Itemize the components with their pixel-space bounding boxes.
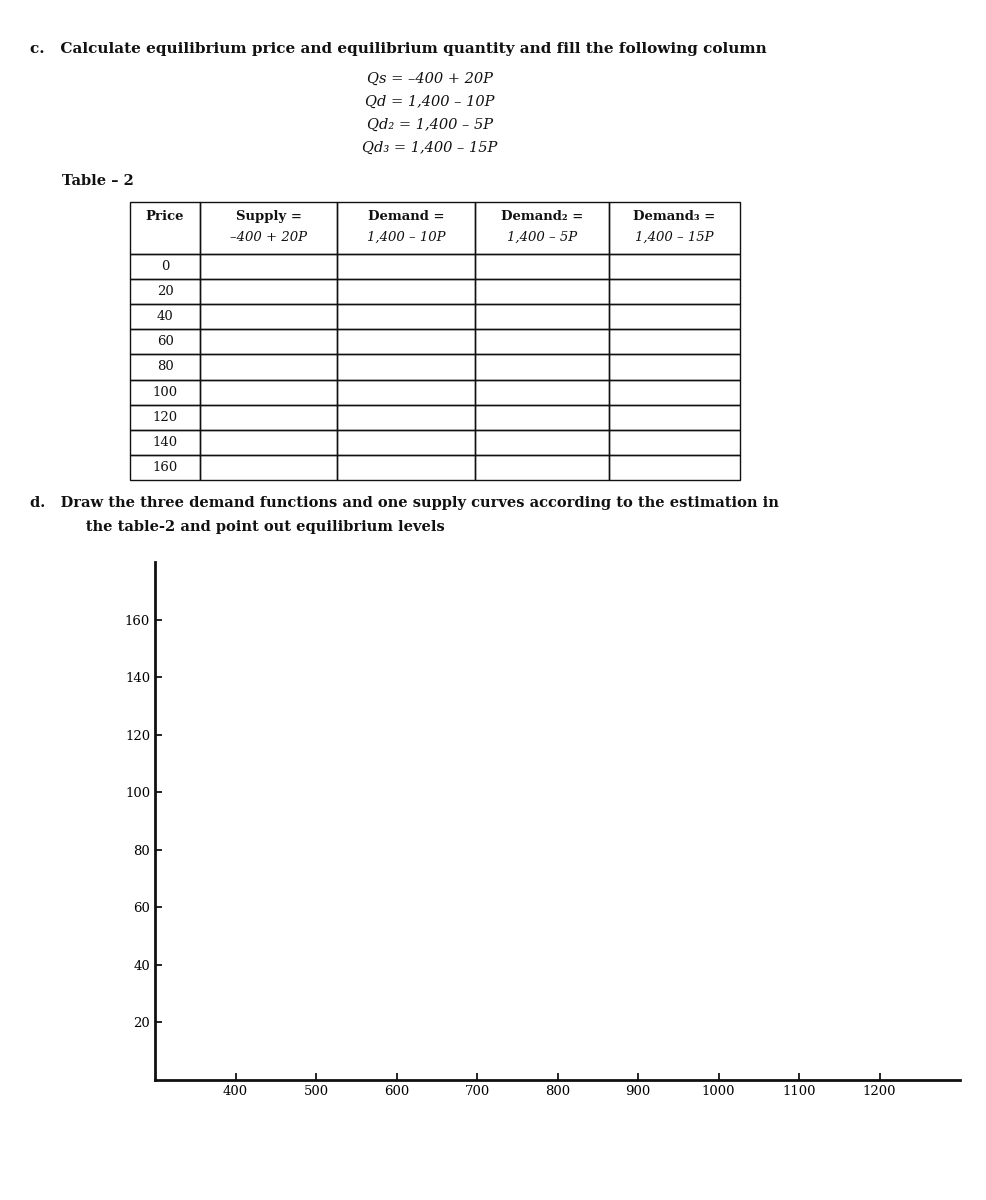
- Bar: [130, 430, 200, 455]
- Bar: [608, 354, 740, 379]
- Bar: [200, 280, 337, 305]
- Bar: [337, 305, 474, 329]
- Text: 80: 80: [157, 360, 174, 373]
- Text: Demand₃ =: Demand₃ =: [633, 210, 716, 223]
- Bar: [130, 280, 200, 305]
- Text: Supply =: Supply =: [236, 210, 302, 223]
- Bar: [608, 379, 740, 404]
- Bar: [474, 430, 608, 455]
- Text: Price: Price: [146, 210, 184, 223]
- Bar: [337, 254, 474, 280]
- Bar: [337, 455, 474, 480]
- Text: 40: 40: [157, 311, 174, 323]
- Text: Qs = –400 + 20P: Qs = –400 + 20P: [367, 72, 493, 86]
- Bar: [130, 254, 200, 280]
- Bar: [608, 329, 740, 354]
- Bar: [130, 329, 200, 354]
- Bar: [130, 379, 200, 404]
- Bar: [337, 329, 474, 354]
- Bar: [130, 202, 200, 254]
- Text: 160: 160: [153, 461, 177, 474]
- Bar: [474, 329, 608, 354]
- Bar: [474, 202, 608, 254]
- Bar: [337, 379, 474, 404]
- Bar: [200, 430, 337, 455]
- Bar: [608, 455, 740, 480]
- Text: Demand =: Demand =: [368, 210, 445, 223]
- Text: 1,400 – 15P: 1,400 – 15P: [635, 230, 714, 244]
- Text: 60: 60: [157, 335, 174, 348]
- Bar: [200, 329, 337, 354]
- Bar: [608, 254, 740, 280]
- Bar: [130, 404, 200, 430]
- Bar: [337, 280, 474, 305]
- Text: 0: 0: [161, 260, 170, 274]
- Bar: [608, 280, 740, 305]
- Bar: [200, 305, 337, 329]
- Text: 1,400 – 10P: 1,400 – 10P: [367, 230, 446, 244]
- Bar: [474, 404, 608, 430]
- Bar: [200, 404, 337, 430]
- Bar: [337, 354, 474, 379]
- Bar: [474, 354, 608, 379]
- Bar: [337, 202, 474, 254]
- Bar: [474, 305, 608, 329]
- Bar: [200, 379, 337, 404]
- Bar: [608, 305, 740, 329]
- Text: 1,400 – 5P: 1,400 – 5P: [507, 230, 577, 244]
- Bar: [130, 305, 200, 329]
- Text: c.   Calculate equilibrium price and equilibrium quantity and fill the following: c. Calculate equilibrium price and equil…: [30, 42, 767, 56]
- Text: –400 + 20P: –400 + 20P: [231, 230, 308, 244]
- Bar: [608, 202, 740, 254]
- Bar: [130, 455, 200, 480]
- Bar: [200, 202, 337, 254]
- Bar: [200, 455, 337, 480]
- Text: d.   Draw the three demand functions and one supply curves according to the esti: d. Draw the three demand functions and o…: [30, 496, 779, 510]
- Text: Qd = 1,400 – 10P: Qd = 1,400 – 10P: [365, 95, 495, 109]
- Bar: [200, 254, 337, 280]
- Bar: [337, 430, 474, 455]
- Bar: [474, 254, 608, 280]
- Bar: [130, 354, 200, 379]
- Text: 20: 20: [157, 286, 174, 298]
- Bar: [474, 379, 608, 404]
- Text: Demand₂ =: Demand₂ =: [501, 210, 583, 223]
- Text: the table-2 and point out equilibrium levels: the table-2 and point out equilibrium le…: [55, 520, 445, 534]
- Text: 140: 140: [153, 436, 177, 449]
- Bar: [474, 455, 608, 480]
- Text: Qd₂ = 1,400 – 5P: Qd₂ = 1,400 – 5P: [367, 118, 493, 132]
- Text: Table – 2: Table – 2: [62, 174, 134, 188]
- Text: 100: 100: [153, 385, 177, 398]
- Text: 120: 120: [153, 410, 177, 424]
- Text: Qd₃ = 1,400 – 15P: Qd₃ = 1,400 – 15P: [362, 140, 498, 155]
- Bar: [337, 404, 474, 430]
- Bar: [608, 430, 740, 455]
- Bar: [200, 354, 337, 379]
- Bar: [474, 280, 608, 305]
- Bar: [608, 404, 740, 430]
